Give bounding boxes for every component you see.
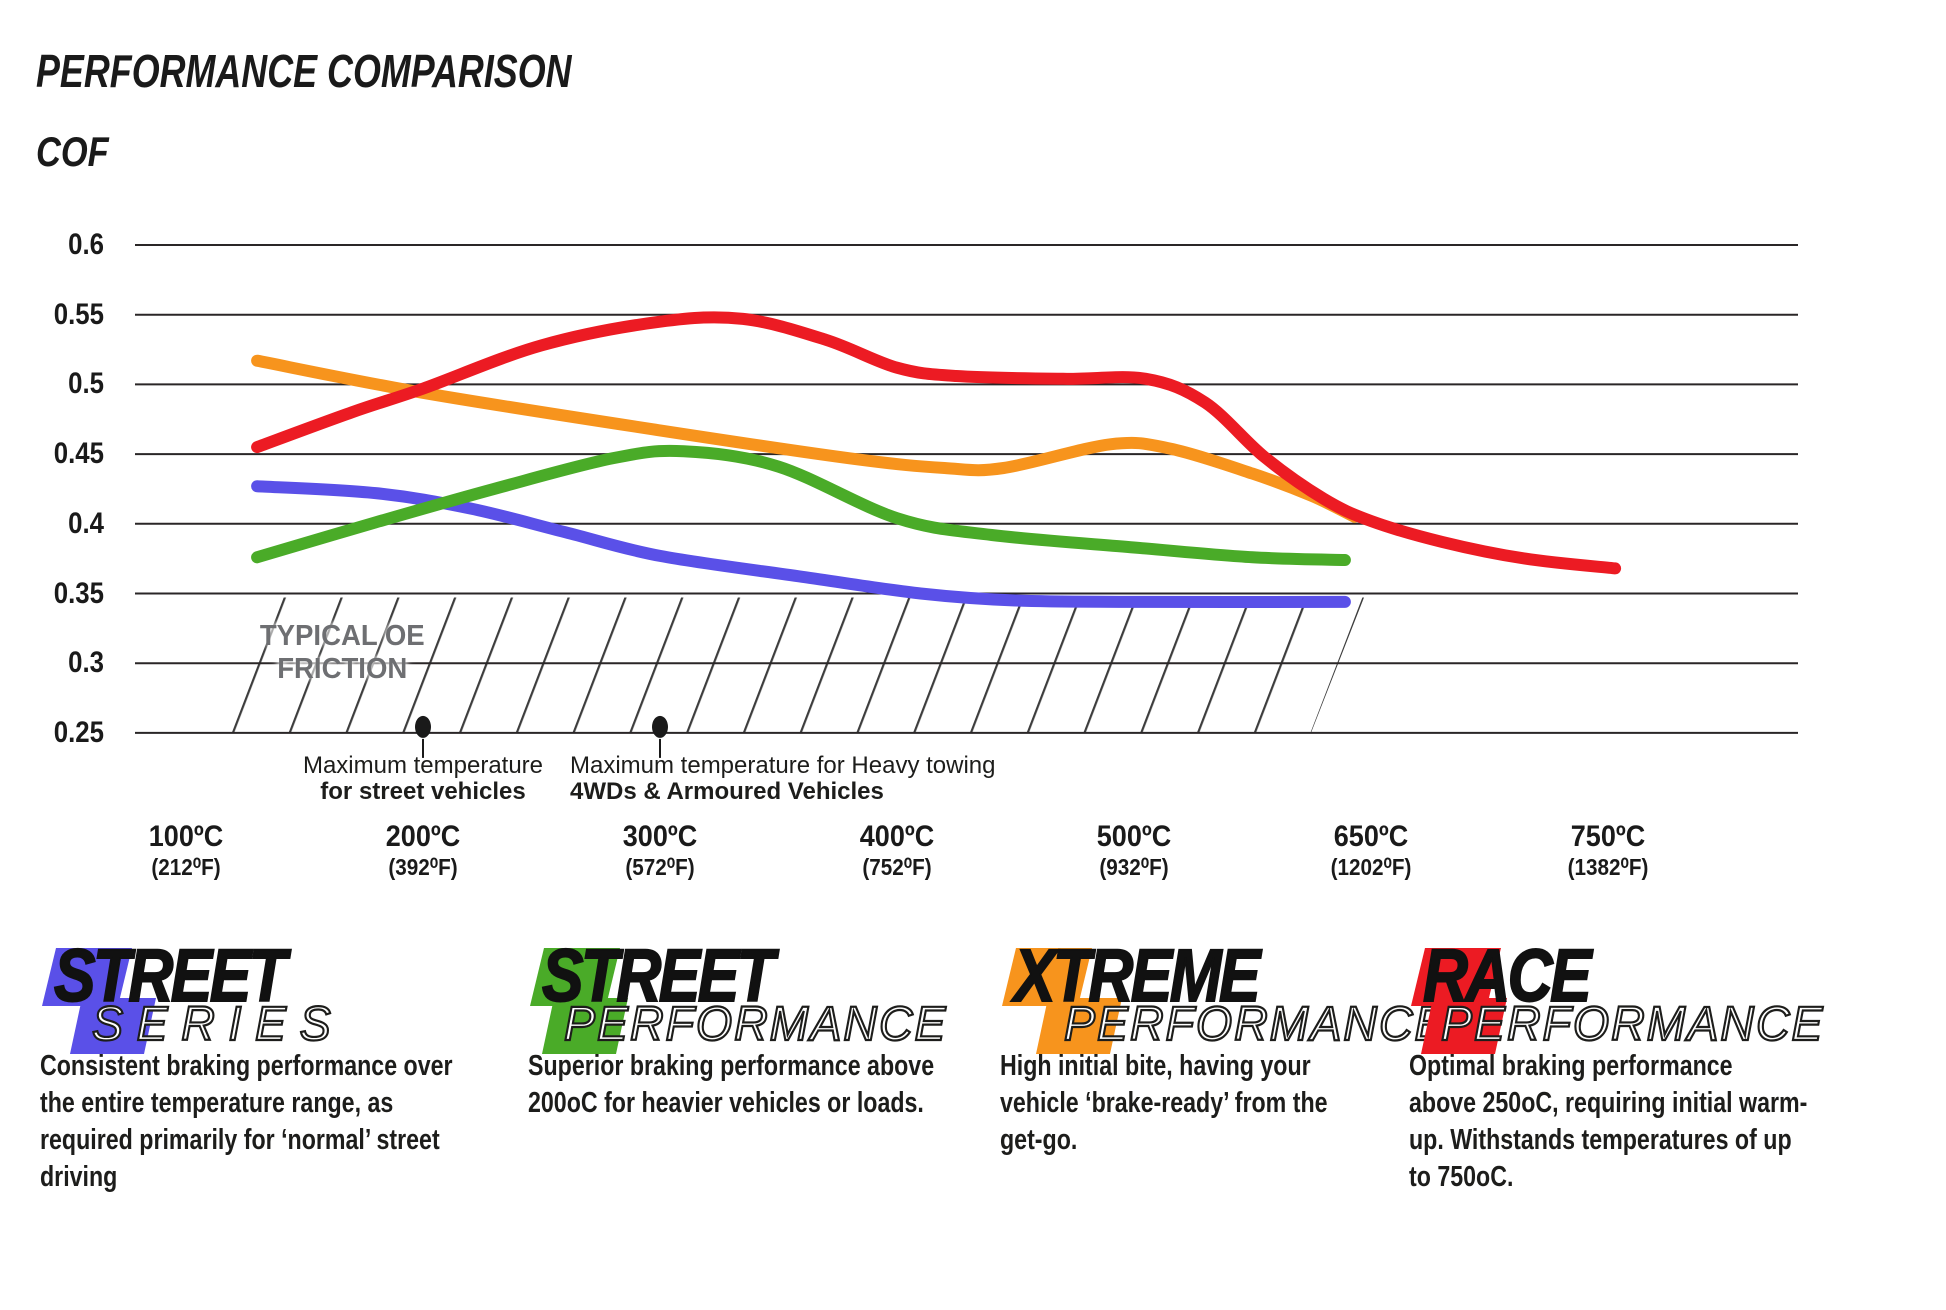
annotation-street-max-temp: Maximum temperature for street vehicles xyxy=(262,753,584,805)
legend-series-name: STREET xyxy=(53,934,287,1017)
x-tick-label-c-300: 300ºC xyxy=(622,820,698,853)
logo-shape-top xyxy=(1002,948,1092,1006)
cof-line-chart xyxy=(135,244,1798,758)
x-tick-label-f-500: (932⁰F) xyxy=(1099,854,1169,880)
x-tick-label-f-100: (212⁰F) xyxy=(151,854,221,880)
oe-label-line1: TYPICAL OE xyxy=(259,620,425,652)
logo-shape-bottom xyxy=(1421,998,1507,1054)
x-tick-label-f-200: (392⁰F) xyxy=(388,854,458,880)
legend-series-name: XTREME xyxy=(1013,934,1261,1017)
x-tick-label-c-500: 500ºC xyxy=(1096,820,1172,853)
street-performance-logo: STREET PERFORMANCE xyxy=(528,938,998,1058)
y-tick-label-0.4: 0.4 xyxy=(68,506,104,540)
annotation-line-bold: 4WDs & Armoured Vehicles xyxy=(570,778,884,805)
y-tick-label-0.6: 0.6 xyxy=(68,228,104,261)
annotation-dot-1 xyxy=(415,715,431,738)
y-tick-label-0.25: 0.25 xyxy=(53,715,104,749)
curve-xtreme-performance xyxy=(251,354,1361,523)
legend-series-name: RACE xyxy=(1422,934,1592,1017)
annotation-heavy-towing-max-temp: Maximum temperature for Heavy towing 4WD… xyxy=(570,753,1030,805)
legend-series-subname: PERFORMANCE xyxy=(563,998,948,1051)
logo-shape-top xyxy=(1411,948,1501,1006)
legend-series-name: STREET xyxy=(541,934,775,1017)
x-tick-label-c-650: 650ºC xyxy=(1333,820,1409,853)
annotation-line: Maximum temperature xyxy=(302,752,544,779)
logo-shape-icon xyxy=(1002,948,1122,1054)
logo-shape-icon xyxy=(530,948,628,1054)
logo-shape-bottom xyxy=(70,998,156,1054)
x-tick-label-c-750: 750ºC xyxy=(1570,820,1646,853)
y-tick-label-0.3: 0.3 xyxy=(68,646,104,680)
logo-shape-bottom xyxy=(1036,998,1122,1054)
x-tick-label-f-750: (1382⁰F) xyxy=(1567,854,1649,880)
x-tick-label-c-100: 100ºC xyxy=(148,820,224,853)
annotation-line-bold: for street vehicles xyxy=(320,778,526,805)
curve-street-performance xyxy=(251,444,1351,566)
typical-oe-friction-label: TYPICAL OE FRICTION xyxy=(252,620,433,686)
typical-oe-friction-region xyxy=(205,597,1364,733)
legend-street-performance: STREET PERFORMANCE Superior braking perf… xyxy=(528,938,1008,1298)
x-tick-label-c-200: 200ºC xyxy=(385,820,461,853)
xtreme-performance-logo: XTREME PERFORMANCE xyxy=(1000,938,1470,1058)
logo-shape-bottom xyxy=(542,998,628,1054)
legend-description: Optimal braking performance above 250oC,… xyxy=(1409,1050,1808,1193)
legend-description: Consistent braking performance over the … xyxy=(40,1050,453,1193)
legend-series-subname: SERIES xyxy=(91,998,345,1051)
logo-shape-top xyxy=(530,948,620,1006)
y-tick-label-0.5: 0.5 xyxy=(68,367,104,401)
legend-street-series: STREET SERIES Consistent braking perform… xyxy=(40,938,520,1298)
x-tick-label-f-300: (572⁰F) xyxy=(625,854,695,880)
legend-description: High initial bite, having your vehicle ‘… xyxy=(1000,1050,1328,1156)
legend-race-performance: RACE PERFORMANCE Optimal braking perform… xyxy=(1409,938,1889,1298)
annotation-dot-2 xyxy=(652,715,668,738)
page-title: PERFORMANCE COMPARISON xyxy=(36,45,572,97)
y-axis-title: COF xyxy=(36,128,109,175)
logo-shape-icon xyxy=(42,948,156,1054)
oe-label-line2: FRICTION xyxy=(277,653,408,685)
x-tick-label-c-400: 400ºC xyxy=(859,820,935,853)
legend-series-subname: PERFORMANCE xyxy=(1063,998,1448,1051)
street-series-logo: STREET SERIES xyxy=(40,938,510,1058)
y-tick-label-0.35: 0.35 xyxy=(53,576,104,610)
x-tick-label-f-400: (752⁰F) xyxy=(862,854,932,880)
logo-shape-icon xyxy=(1411,948,1507,1054)
curve-race-performance xyxy=(251,311,1622,575)
legend-series-subname: PERFORMANCE xyxy=(1440,998,1825,1051)
y-tick-label-0.55: 0.55 xyxy=(53,297,104,331)
race-performance-logo: RACE PERFORMANCE xyxy=(1409,938,1879,1058)
legend-xtreme-performance: XTREME PERFORMANCE High initial bite, ha… xyxy=(1000,938,1480,1298)
y-tick-label-0.45: 0.45 xyxy=(53,437,104,471)
legend-description: Superior braking performance above 200oC… xyxy=(528,1050,935,1119)
x-tick-label-f-650: (1202⁰F) xyxy=(1330,854,1412,880)
annotation-line: Maximum temperature for Heavy towing xyxy=(570,752,996,779)
logo-shape-top xyxy=(42,948,132,1006)
